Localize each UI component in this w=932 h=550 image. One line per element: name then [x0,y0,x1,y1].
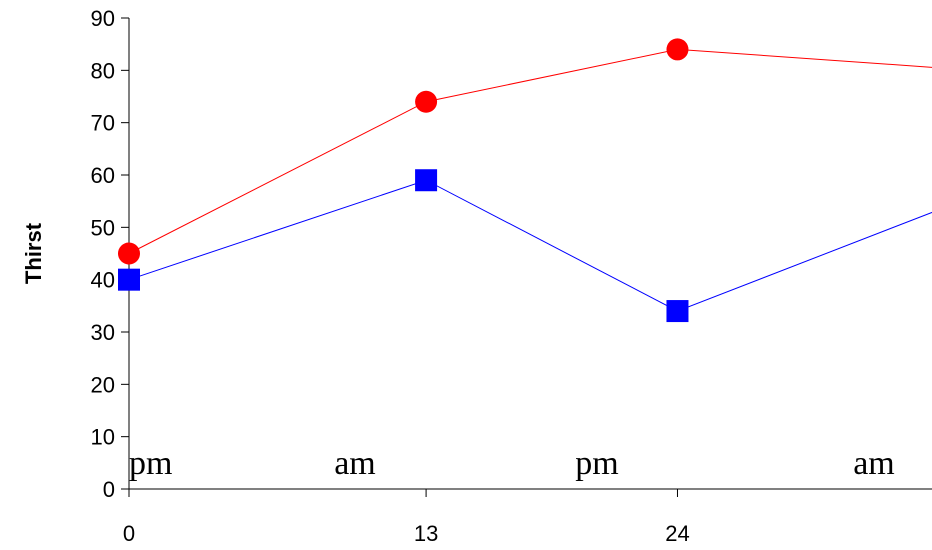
annotation-layer: pm am pm am [129,445,895,482]
y-tick-label: 50 [91,215,115,240]
y-tick-label: 20 [91,372,115,397]
y-tick-label: 80 [91,58,115,83]
series-2-point [415,169,438,192]
series-2 [118,169,932,323]
series-2-point [118,268,140,291]
series-1-point [118,242,140,265]
series-layer [118,38,932,323]
y-tick-label: 40 [91,268,115,293]
series-2-point [666,300,689,323]
y-tick-label: 30 [91,320,115,345]
y-tick-label: 60 [91,163,115,188]
y-tick-label: 0 [103,477,115,502]
y-tick-label: 10 [91,425,115,450]
series-1-point [666,38,689,61]
time-annotation: am [334,445,376,482]
y-tick-label: 70 [91,111,115,136]
time-annotation: pm [575,445,618,482]
x-tick-label: 24 [665,521,689,546]
y-tick-label: 90 [91,6,115,31]
series-2-line [128,179,932,312]
series-1-line [128,48,932,254]
axes: 01020304050607080900132437 [91,6,932,546]
series-1-point [415,90,438,113]
x-tick-label: 0 [123,521,135,546]
y-axis-title: Thirst [21,222,46,284]
x-tick-label: 13 [414,521,438,546]
time-annotation: pm [129,445,172,482]
time-annotation: am [853,445,895,482]
series-1 [118,38,932,265]
